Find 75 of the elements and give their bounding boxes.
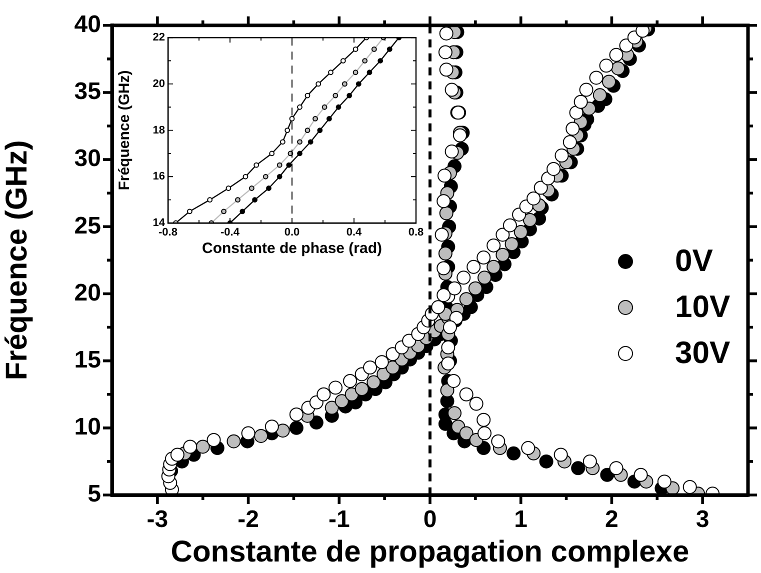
y-tick-label: 15 xyxy=(74,346,101,374)
x-axis-title: Constante de propagation complexe xyxy=(170,535,690,568)
point xyxy=(207,197,213,203)
y-tick-label: 22 xyxy=(152,32,165,44)
point xyxy=(276,174,282,180)
x-tick-label: -3 xyxy=(146,506,168,534)
point xyxy=(317,128,323,133)
y-tick-label: 10 xyxy=(74,414,101,441)
point xyxy=(342,81,348,87)
point xyxy=(187,208,192,214)
y-tick-label: 20 xyxy=(74,279,101,306)
point xyxy=(252,197,258,203)
point xyxy=(316,81,322,87)
point xyxy=(386,46,392,52)
x-tick-label: 1 xyxy=(514,506,528,534)
point xyxy=(336,104,342,110)
x-axis-title: Constante de phase (rad) xyxy=(202,240,382,258)
x-tick-label: 0 xyxy=(423,506,437,534)
y-axis-title: Fréquence (GHz) xyxy=(0,140,34,380)
legend-label: 10V xyxy=(675,288,730,326)
point xyxy=(249,186,254,191)
y-tick-label: 40 xyxy=(74,11,101,38)
x-tick-label: -2 xyxy=(238,506,259,534)
x-tick-label: 2 xyxy=(605,506,618,534)
point xyxy=(240,208,246,214)
point xyxy=(312,116,318,122)
point xyxy=(352,46,358,52)
point xyxy=(226,186,232,191)
y-tick-label: 16 xyxy=(152,170,165,183)
x-tick-label: 0.0 xyxy=(284,226,300,239)
point xyxy=(308,139,314,145)
point xyxy=(221,208,226,214)
y-tick-label: 18 xyxy=(152,124,165,136)
point xyxy=(280,139,286,145)
point xyxy=(276,162,282,168)
point xyxy=(266,186,272,191)
x-tick-label: -0.4 xyxy=(220,226,240,239)
x-tick-label: 0.4 xyxy=(346,226,363,239)
point xyxy=(322,104,328,110)
point xyxy=(289,116,295,122)
point xyxy=(332,92,338,98)
point xyxy=(269,150,275,156)
point xyxy=(242,174,248,180)
point xyxy=(362,58,368,64)
x-tick-label: 0.8 xyxy=(408,226,424,239)
point xyxy=(284,128,290,133)
point xyxy=(297,139,302,145)
y-tick-label: 30 xyxy=(74,145,101,172)
y-tick-label: 25 xyxy=(74,212,101,240)
point xyxy=(346,92,352,98)
point xyxy=(378,58,384,64)
point xyxy=(326,116,332,122)
legend-label: 30V xyxy=(675,334,730,372)
point xyxy=(235,197,240,203)
point xyxy=(304,92,310,98)
point xyxy=(304,128,310,133)
point xyxy=(297,150,302,156)
point xyxy=(254,162,260,168)
y-tick-label: 35 xyxy=(74,78,101,106)
x-tick-label: -0.8 xyxy=(158,226,178,239)
point xyxy=(297,104,302,110)
point xyxy=(371,46,377,52)
legend-label: 0V xyxy=(675,242,713,280)
x-tick-label: 3 xyxy=(696,506,710,534)
x-tick-label: -1 xyxy=(328,506,350,534)
point xyxy=(328,70,334,76)
point xyxy=(366,70,372,76)
y-tick-label: 5 xyxy=(88,480,101,508)
point xyxy=(286,162,292,168)
point xyxy=(356,81,362,87)
y-axis-title: Fréquence (GHz) xyxy=(116,70,134,190)
point xyxy=(340,58,346,64)
point xyxy=(262,174,268,180)
y-tick-label: 20 xyxy=(152,78,165,90)
point xyxy=(352,70,358,76)
